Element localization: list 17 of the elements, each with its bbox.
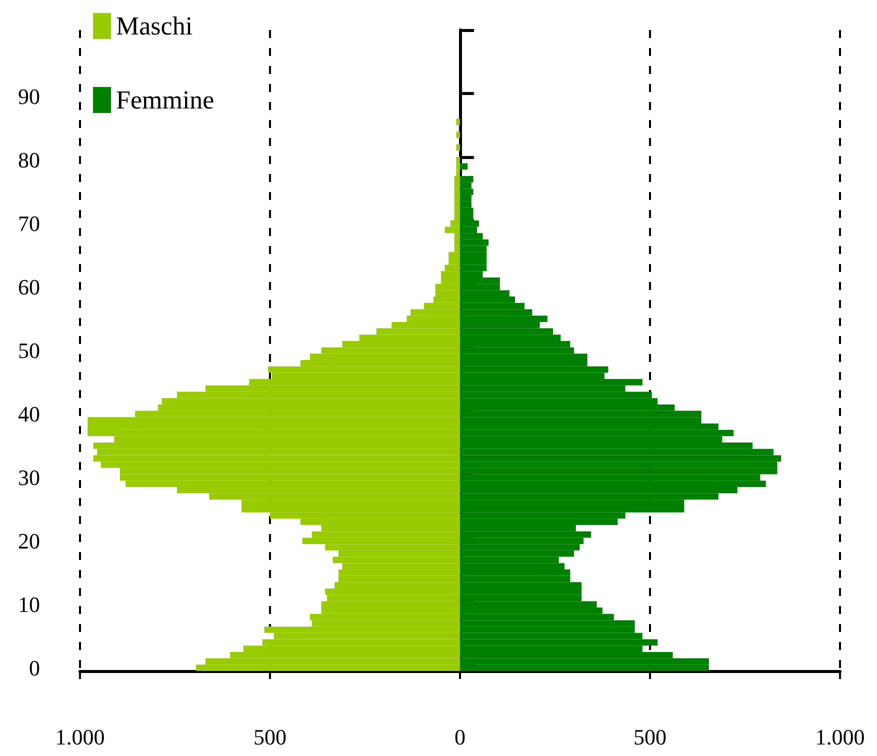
legend-label: Maschi — [116, 12, 193, 40]
y-tick-label: 10 — [18, 592, 40, 617]
y-tick-label: 90 — [18, 84, 40, 110]
x-tick-label: 500 — [634, 724, 666, 750]
x-tick-label: 500 — [254, 724, 286, 750]
y-tick-label: 50 — [18, 338, 40, 363]
x-tick-label: 1.000 — [815, 724, 865, 750]
y-tick-label: 30 — [18, 464, 40, 490]
x-tick-label: 1.000 — [55, 724, 105, 750]
y-tick-label: 0 — [29, 655, 40, 680]
legend-label: Femmine — [116, 86, 214, 114]
x-tick-label: 0 — [454, 724, 466, 750]
y-tick-label: 80 — [18, 148, 40, 173]
y-tick-label: 60 — [18, 274, 40, 300]
y-tick-label: 70 — [18, 211, 40, 236]
y-tick-label: 40 — [18, 401, 40, 426]
y-tick-label: 20 — [18, 528, 40, 554]
